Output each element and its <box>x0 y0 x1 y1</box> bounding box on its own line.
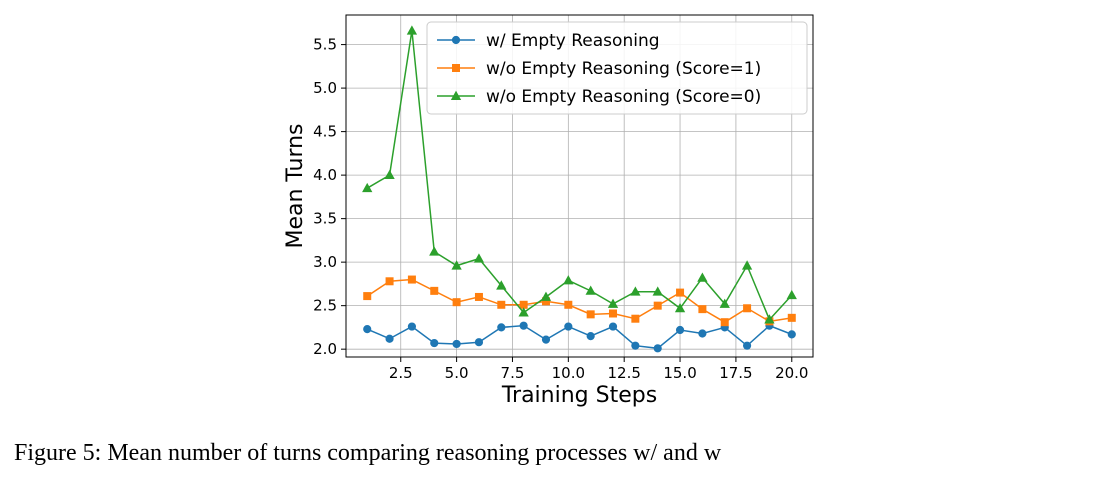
data-point <box>787 313 796 322</box>
legend-marker <box>452 64 460 72</box>
caption-fade-overlay <box>800 436 1098 476</box>
data-point <box>406 25 418 35</box>
data-point <box>385 277 394 286</box>
data-point <box>697 272 708 282</box>
data-point <box>497 323 506 332</box>
data-point <box>674 302 686 313</box>
legend-marker <box>450 90 462 100</box>
data-point <box>452 298 461 307</box>
data-point <box>586 332 595 341</box>
ticks: 2.5 5.0 7.5 10.0 12.5 15.0 17.5 20.0 2.0 2.5 3.0 3.… <box>313 36 808 382</box>
data-point <box>698 305 707 314</box>
y-tick-label: 4.0 <box>313 166 337 184</box>
y-axis-title: Mean Turns <box>283 123 308 248</box>
data-point <box>564 322 573 331</box>
data-point <box>518 307 529 317</box>
legend-label: w/o Empty Reasoning (Score=1) <box>486 59 761 79</box>
data-point <box>474 338 484 347</box>
data-point <box>385 334 394 343</box>
x-tick-label: 7.5 <box>501 364 525 382</box>
data-point <box>519 300 528 309</box>
y-tick-label: 2.5 <box>313 297 337 315</box>
y-tick-label: 5.0 <box>313 79 337 97</box>
data-point <box>764 314 775 324</box>
data-point <box>631 341 640 350</box>
data-point <box>452 339 461 349</box>
data-point <box>742 341 752 350</box>
data-point <box>743 304 752 313</box>
x-tick-label: 15.0 <box>663 364 696 382</box>
data-point <box>473 253 485 263</box>
chart: 2.5 5.0 7.5 10.0 12.5 15.0 17.5 20.0 2.0 2.5 3.0 3.… <box>283 14 814 408</box>
x-tick-label: 5.0 <box>445 364 469 382</box>
y-tick-label: 3.5 <box>313 210 337 228</box>
data-point <box>407 275 416 284</box>
series-3 <box>362 25 797 324</box>
data-point <box>630 286 641 296</box>
data-point <box>675 325 685 335</box>
series-layer <box>362 25 797 353</box>
x-tick-label: 12.5 <box>607 364 640 382</box>
data-point <box>608 322 618 331</box>
data-point <box>407 322 417 331</box>
data-point <box>563 275 574 285</box>
series-2 <box>363 275 796 327</box>
data-point <box>474 292 483 301</box>
data-point <box>720 318 729 327</box>
data-point <box>430 338 439 348</box>
data-point <box>653 301 662 310</box>
data-point <box>676 288 685 297</box>
data-point <box>741 260 753 270</box>
legend-box <box>426 21 808 115</box>
figure-caption: Figure 5: Mean number of turns comparing… <box>14 440 722 466</box>
data-point <box>451 260 462 270</box>
data-point <box>652 286 663 296</box>
x-tick-label: 10.0 <box>552 364 585 382</box>
y-tick-label: 5.5 <box>313 36 337 54</box>
data-point <box>719 298 730 308</box>
legend-marker <box>451 35 461 45</box>
data-point <box>609 309 618 318</box>
data-point <box>496 280 507 290</box>
data-point <box>653 344 662 353</box>
x-tick-label: 17.5 <box>719 364 752 382</box>
x-axis-title: Training Steps <box>501 383 657 408</box>
data-point <box>607 298 619 308</box>
legend-label: w/o Empty Reasoning (Score=0) <box>486 87 761 107</box>
series-1 <box>363 321 796 353</box>
data-point <box>430 286 439 295</box>
y-tick-label: 3.0 <box>313 253 337 271</box>
x-tick-label: 2.5 <box>389 364 413 382</box>
y-tick-label: 4.5 <box>313 123 337 141</box>
data-point <box>787 330 796 339</box>
data-point <box>786 289 797 300</box>
data-point <box>363 292 372 301</box>
data-point <box>362 182 373 193</box>
plot-frame <box>345 14 814 358</box>
legend-label: w/ Empty Reasoning <box>486 31 660 51</box>
data-point <box>698 329 707 338</box>
y-tick-label: 2.0 <box>313 340 337 358</box>
data-point <box>384 169 395 180</box>
data-point <box>631 314 640 323</box>
data-point <box>586 310 595 319</box>
data-point <box>363 325 372 334</box>
data-point <box>541 335 551 344</box>
legend: w/ Empty Reasoning w/o Empty Reasoning (S… <box>426 21 808 115</box>
data-point <box>519 321 528 330</box>
x-tick-label: 20.0 <box>775 364 808 382</box>
data-point <box>540 291 552 301</box>
data-point <box>429 246 440 256</box>
data-point <box>497 300 506 309</box>
legend-item: w/o Empty Reasoning (Score=1) <box>437 59 761 79</box>
data-point <box>585 285 596 295</box>
data-point <box>564 300 573 309</box>
legend-item: w/o Empty Reasoning (Score=0) <box>437 87 761 107</box>
legend-item: w/ Empty Reasoning <box>437 31 660 51</box>
